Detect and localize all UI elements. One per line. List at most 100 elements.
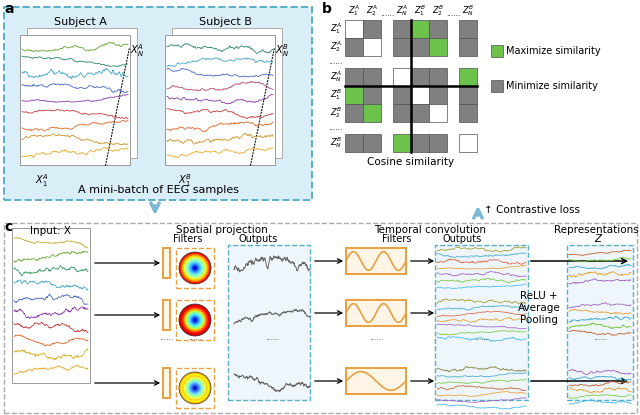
Bar — [228, 245, 310, 400]
Text: Maximize similarity: Maximize similarity — [506, 46, 600, 56]
Circle shape — [190, 315, 200, 325]
Circle shape — [193, 266, 196, 270]
Circle shape — [192, 317, 198, 323]
Circle shape — [184, 377, 206, 399]
Bar — [411, 38, 429, 56]
Text: $Z_N^B$: $Z_N^B$ — [462, 3, 474, 18]
Text: ......: ...... — [593, 332, 607, 342]
Text: Filters: Filters — [382, 234, 412, 244]
Bar — [429, 68, 447, 86]
Text: Spatial projection: Spatial projection — [176, 225, 268, 235]
Circle shape — [180, 254, 209, 282]
Bar — [363, 20, 381, 38]
Circle shape — [182, 375, 208, 401]
Bar — [363, 68, 381, 86]
Circle shape — [186, 310, 205, 330]
Text: ......: ...... — [188, 332, 202, 342]
Bar — [459, 104, 477, 122]
Text: $Z_N^B$: $Z_N^B$ — [330, 136, 342, 151]
Text: $X_1^A$: $X_1^A$ — [35, 172, 49, 189]
Bar — [363, 86, 381, 104]
Bar — [393, 86, 411, 104]
Bar — [429, 20, 447, 38]
Bar — [429, 38, 447, 56]
Bar — [4, 7, 312, 200]
Text: $Z_2^B$: $Z_2^B$ — [432, 3, 444, 18]
Circle shape — [179, 304, 211, 336]
Bar — [411, 68, 429, 86]
Text: $X_N^A$: $X_N^A$ — [130, 42, 144, 59]
Text: ......: ...... — [369, 332, 383, 342]
Bar — [411, 20, 429, 38]
Bar — [345, 68, 363, 86]
Text: ReLU +
Average
Pooling: ReLU + Average Pooling — [518, 291, 561, 325]
Text: $X_N^B$: $X_N^B$ — [275, 42, 289, 59]
Bar — [345, 20, 363, 38]
Bar — [393, 20, 411, 38]
Bar — [4, 223, 637, 413]
Text: c: c — [4, 220, 12, 234]
Text: Representations:: Representations: — [554, 225, 640, 235]
Text: ↑ Contrastive loss: ↑ Contrastive loss — [484, 205, 580, 215]
Text: Outputs: Outputs — [238, 234, 278, 244]
Bar — [176, 300, 214, 340]
Bar — [459, 38, 477, 56]
Circle shape — [192, 385, 198, 391]
Bar — [345, 38, 363, 56]
Circle shape — [179, 252, 211, 284]
Text: a: a — [4, 2, 13, 16]
Circle shape — [186, 259, 205, 278]
Bar — [345, 104, 363, 122]
Bar — [411, 134, 429, 152]
Bar — [429, 86, 447, 104]
Bar — [172, 28, 282, 158]
Text: $Z_1^B$: $Z_1^B$ — [414, 3, 426, 18]
Text: ......: ...... — [265, 332, 279, 342]
Text: A mini-batch of EEG samples: A mini-batch of EEG samples — [77, 185, 239, 195]
Text: Filters: Filters — [173, 234, 203, 244]
Text: Input: X: Input: X — [31, 226, 72, 236]
Text: $Z_2^A$: $Z_2^A$ — [366, 3, 378, 18]
Bar — [346, 248, 406, 274]
Bar — [459, 20, 477, 38]
Text: Z: Z — [595, 234, 602, 244]
Bar — [393, 68, 411, 86]
Text: $Z_N^A$: $Z_N^A$ — [396, 3, 408, 18]
Circle shape — [190, 383, 200, 393]
Bar — [345, 134, 363, 152]
Text: Cosine similarity: Cosine similarity — [367, 157, 454, 167]
Text: ......: ...... — [380, 9, 394, 18]
Circle shape — [180, 374, 209, 403]
Circle shape — [187, 260, 203, 276]
Bar — [363, 38, 381, 56]
Circle shape — [189, 382, 202, 394]
Bar — [411, 104, 429, 122]
Text: Outputs: Outputs — [442, 234, 482, 244]
Bar — [459, 86, 477, 104]
Text: $Z_2^A$: $Z_2^A$ — [330, 39, 342, 54]
Text: Subject A: Subject A — [54, 17, 106, 27]
Text: Temporal convolution: Temporal convolution — [374, 225, 486, 235]
Circle shape — [180, 305, 209, 334]
Circle shape — [187, 380, 203, 396]
Circle shape — [193, 386, 196, 390]
Text: $Z_2^B$: $Z_2^B$ — [330, 105, 342, 120]
Bar — [393, 38, 411, 56]
Bar — [165, 35, 275, 165]
Bar — [411, 86, 429, 104]
Text: ......: ...... — [328, 58, 342, 66]
Bar — [27, 28, 137, 158]
Circle shape — [184, 309, 206, 331]
Bar — [491, 80, 503, 92]
Bar — [346, 368, 406, 394]
Bar — [176, 368, 214, 408]
Bar — [363, 134, 381, 152]
Circle shape — [192, 265, 198, 271]
Circle shape — [187, 312, 203, 328]
Circle shape — [186, 378, 205, 398]
Text: ......: ...... — [328, 124, 342, 132]
Text: $Z_1^B$: $Z_1^B$ — [330, 88, 342, 103]
Bar — [429, 134, 447, 152]
Circle shape — [190, 263, 200, 273]
Bar — [393, 104, 411, 122]
